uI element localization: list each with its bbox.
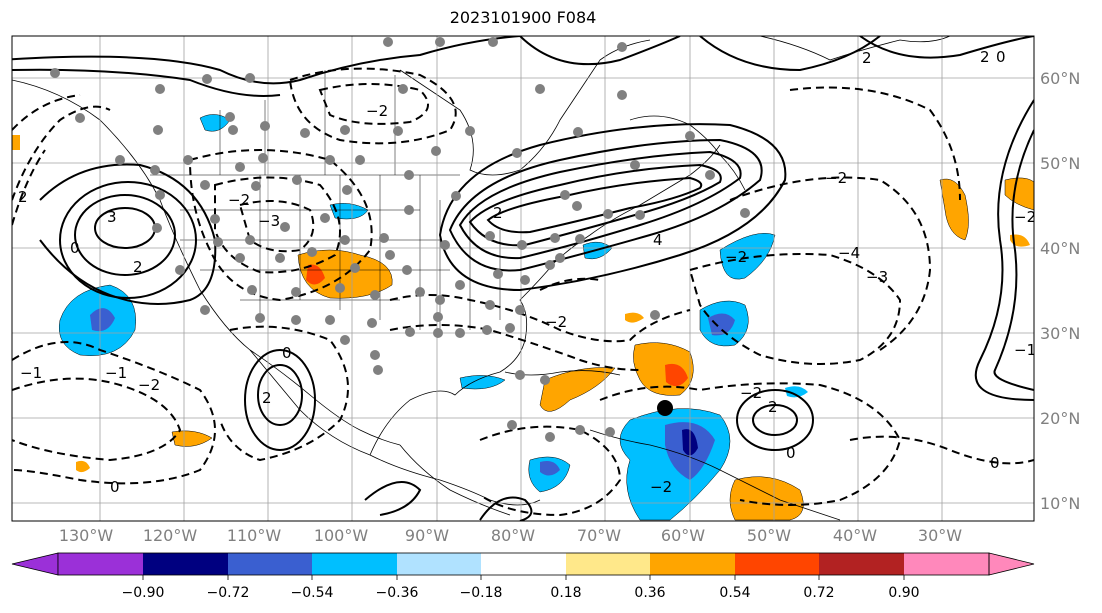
svg-text:3: 3	[107, 208, 117, 226]
colorbar-tick: 0.36	[634, 585, 665, 601]
svg-text:−2: −2	[545, 313, 567, 331]
storm-center-marker	[657, 400, 673, 416]
colorbar-bin	[735, 553, 819, 575]
colorbar-bin	[481, 553, 566, 575]
svg-text:120°W: 120°W	[143, 526, 198, 545]
colorbar-extend-max	[988, 552, 1035, 576]
colorbar: −0.90 −0.72 −0.54 −0.36 −0.18 0.18 0.36 …	[11, 552, 1035, 601]
svg-text:2: 2	[262, 389, 272, 407]
colorbar-bin	[904, 553, 989, 575]
svg-text:70°W: 70°W	[577, 526, 621, 545]
colorbar-bin	[566, 553, 650, 575]
svg-text:−2: −2	[138, 376, 160, 394]
svg-text:100°W: 100°W	[314, 526, 369, 545]
svg-text:−2: −2	[825, 169, 847, 187]
svg-text:60°W: 60°W	[661, 526, 705, 545]
map-title: 2023101900 F084	[449, 8, 597, 27]
colorbar-tick: −0.36	[376, 585, 419, 601]
colorbar-tick: 0.18	[550, 585, 581, 601]
anomaly-shading	[12, 114, 1034, 521]
colorbar-tick: 0.72	[803, 585, 834, 601]
map-frame	[11, 35, 1035, 522]
svg-text:40°N: 40°N	[1040, 239, 1080, 258]
svg-text:30°W: 30°W	[918, 526, 962, 545]
colorbar-tick: −0.72	[207, 585, 250, 601]
svg-text:30°N: 30°N	[1040, 324, 1080, 343]
colorbar-extend-min	[11, 552, 59, 576]
svg-text:−1: −1	[20, 364, 42, 382]
svg-text:2: 2	[18, 188, 28, 206]
colorbar-bin	[58, 553, 143, 575]
svg-text:−3: −3	[258, 212, 280, 230]
svg-text:2: 2	[493, 204, 503, 222]
colorbar-bin	[143, 553, 228, 575]
colorbar-tick: 0.54	[719, 585, 750, 601]
svg-text:0: 0	[110, 478, 120, 496]
svg-text:50°N: 50°N	[1040, 154, 1080, 173]
svg-text:0: 0	[282, 344, 292, 362]
svg-text:−1: −1	[105, 364, 127, 382]
svg-text:−2: −2	[1014, 208, 1036, 226]
svg-text:0: 0	[990, 454, 1000, 472]
colorbar-bin	[312, 553, 397, 575]
svg-text:−4: −4	[838, 244, 860, 262]
svg-text:60°N: 60°N	[1040, 69, 1080, 88]
svg-text:2: 2	[768, 398, 778, 416]
svg-text:110°W: 110°W	[227, 526, 282, 545]
colorbar-tick: −0.18	[460, 585, 503, 601]
svg-text:10°N: 10°N	[1040, 494, 1080, 513]
colorbar-tick: −0.90	[122, 585, 165, 601]
svg-text:−2: −2	[228, 191, 250, 209]
svg-text:4: 4	[653, 231, 663, 249]
svg-text:50°W: 50°W	[747, 526, 791, 545]
svg-text:0: 0	[786, 444, 796, 462]
svg-text:2: 2	[862, 49, 872, 67]
svg-text:−2: −2	[366, 102, 388, 120]
colorbar-bin	[397, 553, 481, 575]
svg-text:−1: −1	[1014, 341, 1036, 359]
colorbar-bin	[819, 553, 904, 575]
svg-text:0: 0	[996, 48, 1006, 66]
svg-text:130°W: 130°W	[59, 526, 114, 545]
svg-text:80°W: 80°W	[491, 526, 535, 545]
contour-labels: 3 2 2 0 −2 −3 −2 2 4 2 −2 −4 −3 −2 0 2 −…	[18, 48, 1036, 496]
station-dots	[50, 37, 750, 442]
svg-text:40°W: 40°W	[833, 526, 877, 545]
latitude-labels: 60°N 50°N 40°N 30°N 20°N 10°N	[1040, 69, 1080, 513]
svg-text:20°N: 20°N	[1040, 409, 1080, 428]
colorbar-tick: 0.90	[888, 585, 919, 601]
colorbar-bin	[228, 553, 312, 575]
svg-text:2: 2	[133, 258, 143, 276]
svg-text:90°W: 90°W	[405, 526, 449, 545]
svg-text:0: 0	[70, 239, 80, 257]
longitude-labels: 130°W 120°W 110°W 100°W 90°W 80°W 70°W 6…	[59, 526, 962, 545]
svg-text:−2: −2	[725, 248, 747, 266]
negative-contours	[12, 67, 1034, 517]
svg-text:−2: −2	[650, 478, 672, 496]
svg-text:−3: −3	[866, 268, 888, 286]
colorbar-bin	[650, 553, 735, 575]
colorbar-tick: −0.54	[291, 585, 334, 601]
svg-text:2: 2	[980, 48, 990, 66]
svg-text:−2: −2	[740, 384, 762, 402]
